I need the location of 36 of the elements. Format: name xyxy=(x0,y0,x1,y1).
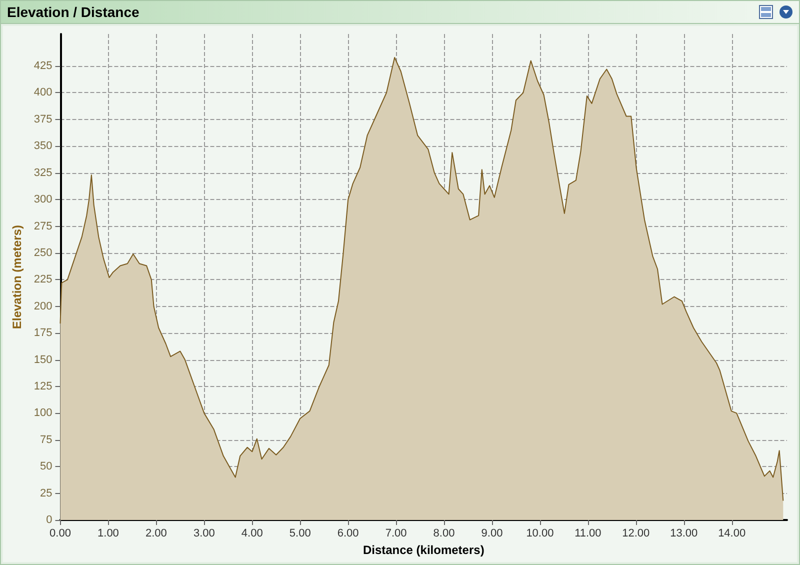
y-tick-label: 175 xyxy=(34,327,52,340)
y-tick-label: 100 xyxy=(34,407,52,420)
x-axis-title: Distance (kilometers) xyxy=(362,542,484,557)
y-tick-label: 250 xyxy=(34,246,52,259)
y-tick-label: 125 xyxy=(34,380,52,392)
y-tick-label: 225 xyxy=(34,274,52,286)
x-tick-label: 13.00 xyxy=(670,528,698,540)
y-tick-label: 200 xyxy=(34,300,52,312)
y-tick-label: 325 xyxy=(34,166,52,179)
x-tick-label: 4.00 xyxy=(241,528,263,540)
y-tick-label: 350 xyxy=(34,140,52,152)
x-tick-label: 11.00 xyxy=(574,528,602,540)
x-tick-label: 9.00 xyxy=(481,528,503,540)
x-tick-label: 2.00 xyxy=(145,528,167,540)
y-tick-label: 400 xyxy=(34,86,52,99)
y-tick-label: 75 xyxy=(40,434,52,446)
x-tick-label: 5.00 xyxy=(289,528,311,540)
y-tick-label: 25 xyxy=(40,487,52,500)
x-tick-label: 14.00 xyxy=(718,528,746,540)
y-axis-title: Elevation (meters) xyxy=(10,224,24,330)
y-tick-label: 375 xyxy=(34,113,52,126)
x-tick-label: 10.00 xyxy=(526,528,554,540)
x-tick-label: 8.00 xyxy=(433,528,455,540)
x-tick-label: 0.00 xyxy=(50,528,71,540)
y-tick-label: 425 xyxy=(34,60,52,72)
x-tick-label: 6.00 xyxy=(337,528,359,540)
y-tick-label: 275 xyxy=(34,220,52,232)
chart-title: Elevation / Distance xyxy=(7,4,140,20)
y-tick-label: 0 xyxy=(46,514,52,526)
x-tick-label: 1.00 xyxy=(98,528,119,540)
x-tick-label: 7.00 xyxy=(385,528,407,540)
y-tick-label: 50 xyxy=(40,460,52,473)
y-tick-label: 300 xyxy=(34,194,52,206)
y-tick-label: 150 xyxy=(34,354,52,366)
x-tick-label: 12.00 xyxy=(622,528,650,540)
x-tick-label: 3.00 xyxy=(193,528,215,540)
